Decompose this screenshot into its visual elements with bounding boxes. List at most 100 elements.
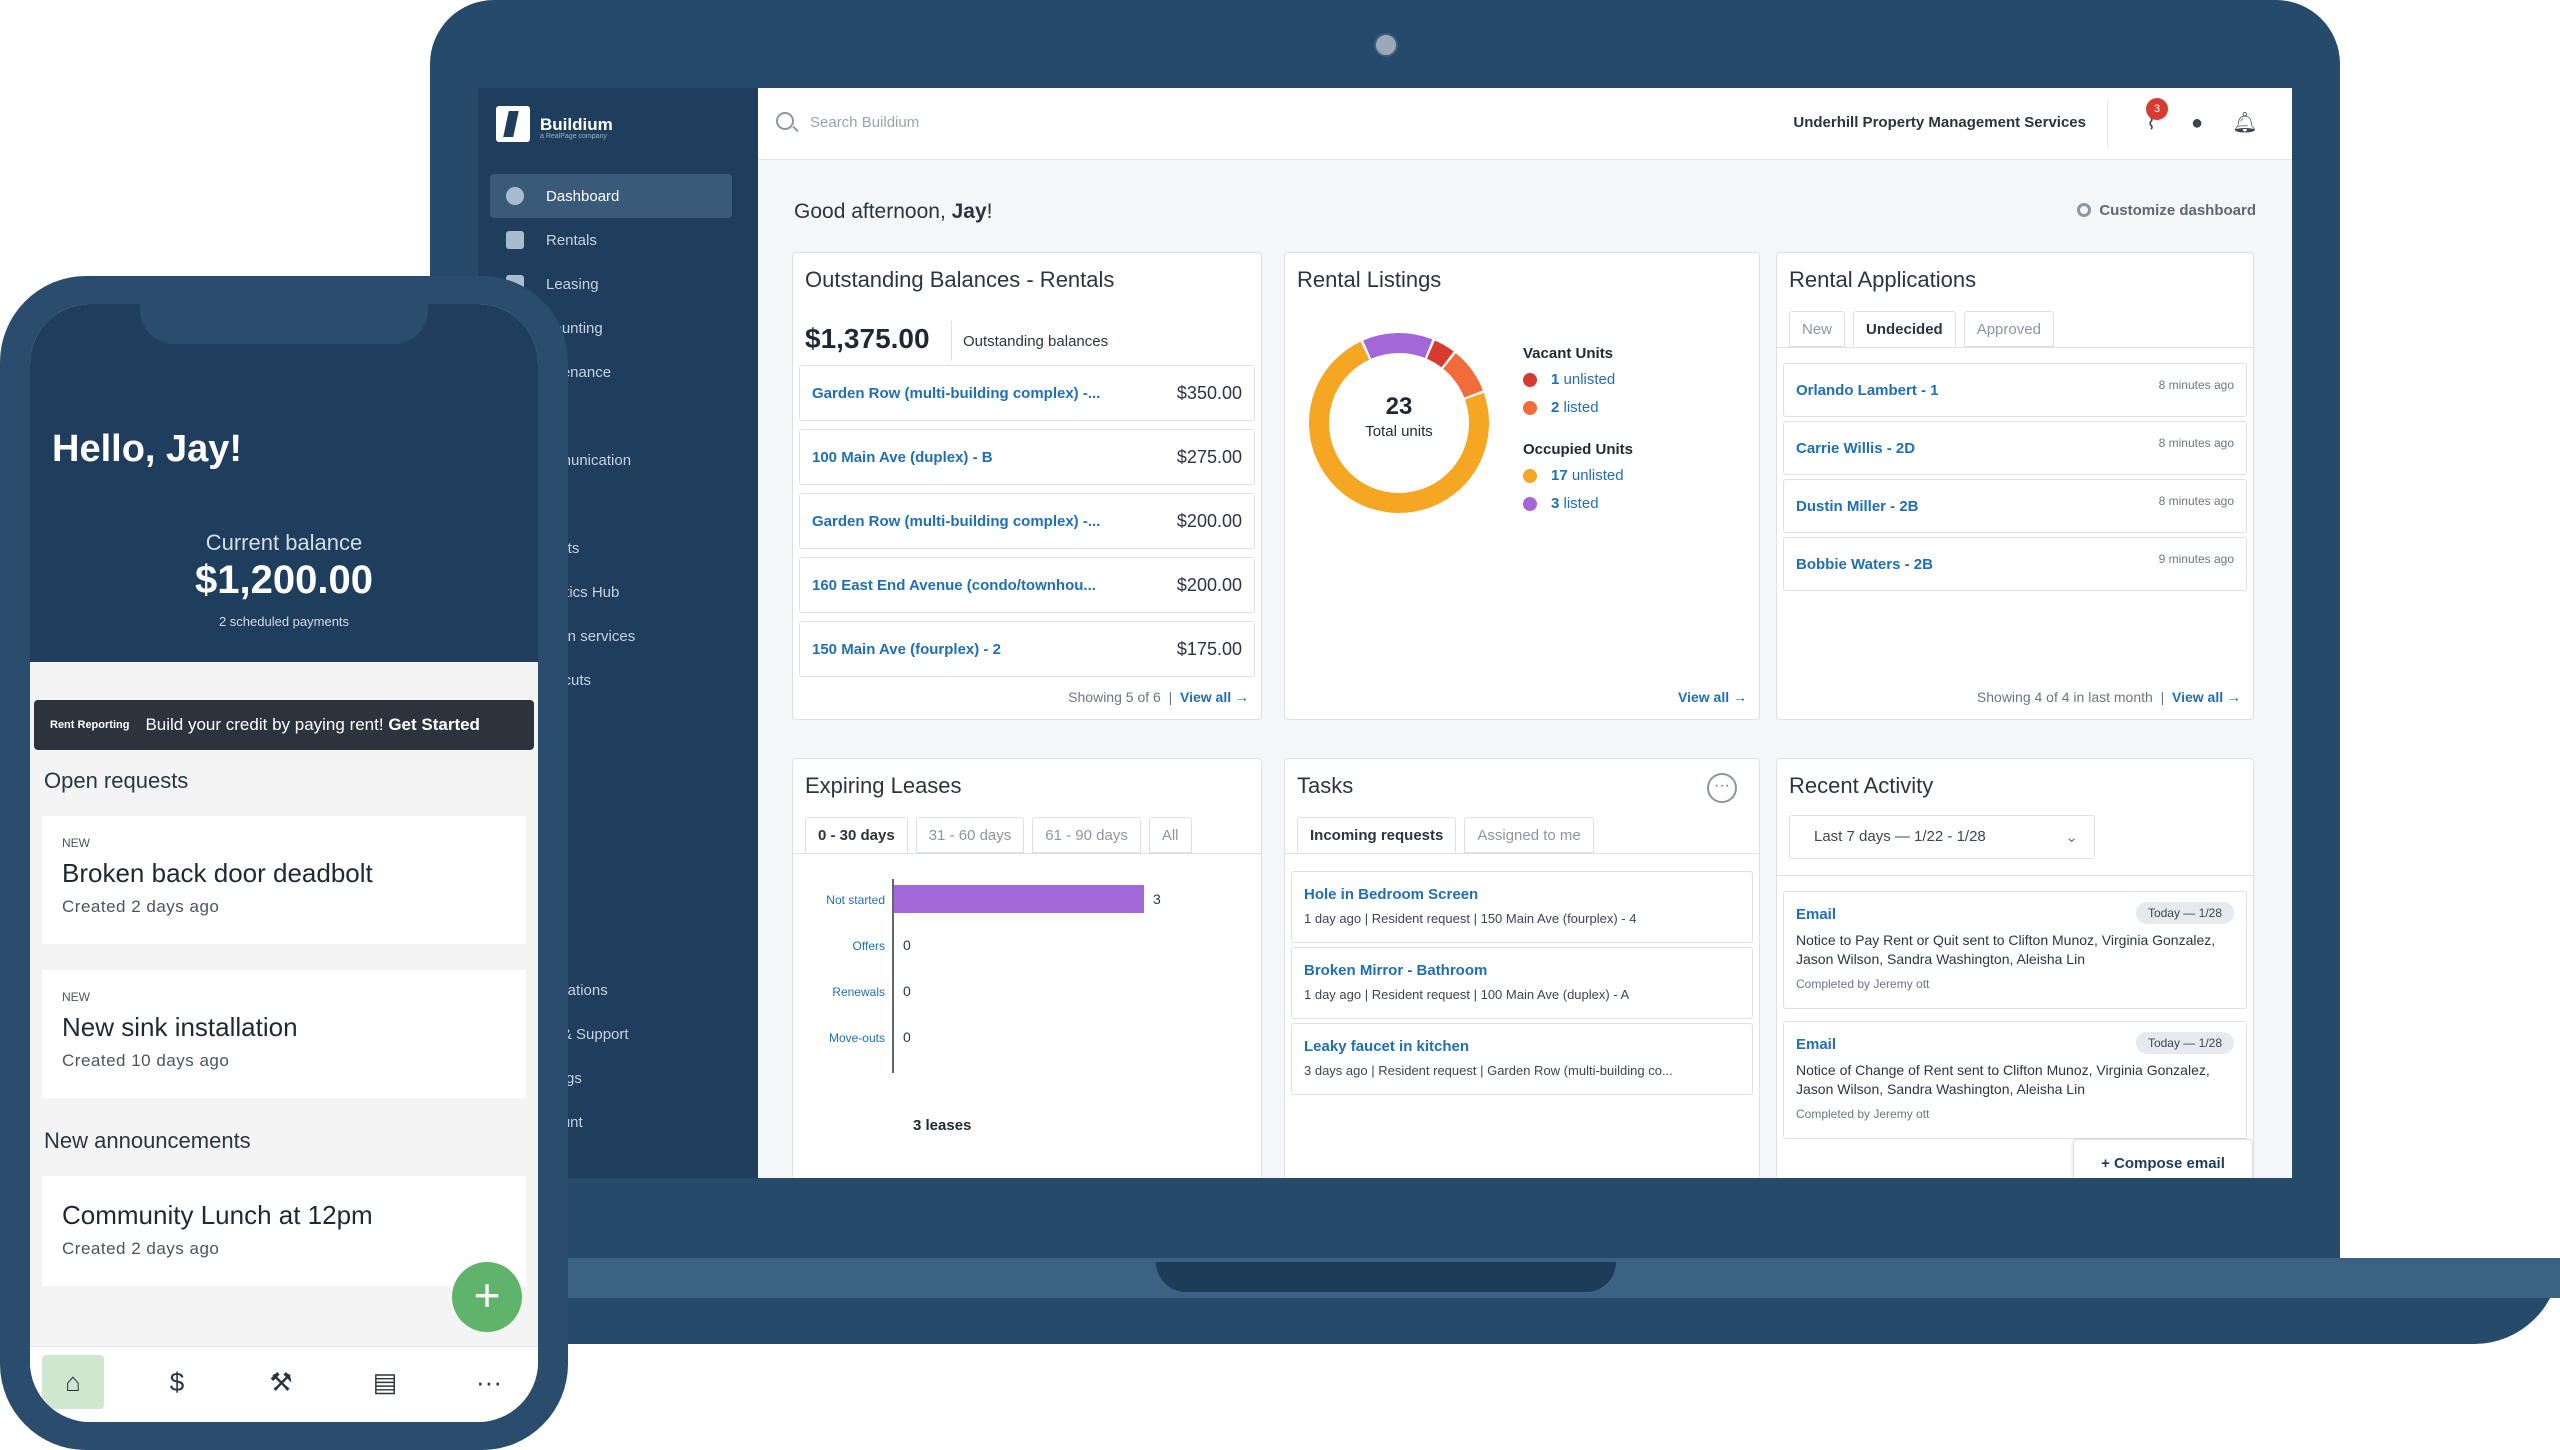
- open-requests-heading: Open requests: [44, 768, 189, 793]
- tab-61-90-days[interactable]: 61 - 90 days: [1032, 817, 1141, 853]
- banner-text: Build your credit by paying rent! Get St…: [145, 715, 480, 735]
- search-input[interactable]: [810, 108, 1210, 136]
- donut-segment[interactable]: [1426, 340, 1454, 368]
- balance-row[interactable]: Garden Row (multi-building complex) -...…: [799, 365, 1255, 421]
- divider: [1777, 875, 2253, 876]
- balance-amount: $275.00: [1176, 446, 1242, 467]
- tab-0-30-days[interactable]: 0 - 30 days: [805, 817, 908, 853]
- chat-icon[interactable]: ●: [2190, 112, 2204, 134]
- applied-time: 8 minutes ago: [2158, 494, 2234, 508]
- task-row[interactable]: Hole in Bedroom Screen 1 day ago | Reside…: [1291, 871, 1753, 943]
- card-footer: Showing 4 of 4 in last month | View all …: [1976, 689, 2241, 705]
- legend-item[interactable]: 2 listed: [1523, 399, 1599, 416]
- tab-new[interactable]: New: [1789, 311, 1846, 347]
- current-balance: $1,200.00: [195, 558, 373, 602]
- get-started-link[interactable]: Get Started: [388, 715, 480, 734]
- tasks-tabs: Incoming requests Assigned to me: [1297, 817, 1602, 853]
- activity-row[interactable]: Email Today — 1/28 Notice to Pay Rent or Q…: [1783, 891, 2247, 1009]
- gear-icon: [2077, 203, 2092, 217]
- balance-amount: $350.00: [1176, 382, 1242, 403]
- application-row[interactable]: Bobbie Waters - 2B 9 minutes ago: [1783, 537, 2247, 591]
- wrench-icon[interactable]: ⚒: [269, 1366, 293, 1397]
- task-row[interactable]: Leaky faucet in kitchen 3 days ago | Resi…: [1291, 1023, 1753, 1095]
- request-title: Broken back door deadbolt: [62, 858, 373, 888]
- applications-card: Rental Applications New Undecided Approv…: [1776, 252, 2254, 720]
- balance-row[interactable]: 100 Main Ave (duplex) - B $275.00: [799, 429, 1255, 485]
- task-row[interactable]: Broken Mirror - Bathroom 1 day ago | Resi…: [1291, 947, 1753, 1019]
- home-icon[interactable]: ⌂: [42, 1355, 104, 1409]
- announcement-card[interactable]: Community Lunch at 12pm Created 2 days a…: [42, 1176, 526, 1286]
- greeting: Good afternoon, Jay!: [794, 200, 993, 224]
- header-divider: [2107, 100, 2108, 148]
- balance-row[interactable]: 160 East End Avenue (condo/townhou... $20…: [799, 557, 1255, 613]
- balance-property: 160 East End Avenue (condo/townhou...: [812, 576, 1096, 594]
- customize-dashboard-button[interactable]: Customize dashboard: [2077, 202, 2256, 219]
- task-detail: 1 day ago | Resident request | 150 Main …: [1304, 911, 1637, 926]
- tab-divider: [793, 853, 1261, 854]
- applied-time: 8 minutes ago: [2158, 378, 2234, 392]
- request-card[interactable]: NEW New sink installation Created 10 day…: [42, 970, 526, 1098]
- view-all-link[interactable]: View all →: [2172, 689, 2241, 705]
- balance-row[interactable]: 150 Main Ave (fourplex) - 2 $175.00: [799, 621, 1255, 677]
- legend-item[interactable]: 3 listed: [1523, 495, 1599, 512]
- org-name[interactable]: Underhill Property Management Services: [1793, 114, 2086, 131]
- donut-segment[interactable]: [1309, 341, 1489, 513]
- building-icon: [506, 231, 524, 249]
- tab-approved[interactable]: Approved: [1963, 311, 2054, 347]
- bell-icon[interactable]: 🔔︎: [2232, 112, 2258, 134]
- request-card[interactable]: NEW Broken back door deadbolt Created 2 …: [42, 816, 526, 944]
- balance-amount: $175.00: [1176, 638, 1242, 659]
- donut-segment[interactable]: [1363, 333, 1433, 359]
- balances-card: Outstanding Balances - Rentals $1,375.00…: [792, 252, 1262, 720]
- listings-card: Rental Listings 23 Total units Vacant Un…: [1284, 252, 1760, 720]
- activity-text: Notice of Change of Rent sent to Clifton…: [1796, 1062, 2210, 1097]
- vacant-units-title: Vacant Units: [1523, 345, 1614, 362]
- value-label: 0: [903, 1029, 911, 1045]
- dollar-icon[interactable]: $: [169, 1366, 185, 1397]
- activity-row[interactable]: Email Today — 1/28 Notice of Change of Ren…: [1783, 1021, 2247, 1139]
- bar[interactable]: [894, 885, 1144, 913]
- sidebar-item-label: Leasing: [546, 275, 599, 293]
- tab-assigned-to-me[interactable]: Assigned to me: [1464, 817, 1594, 853]
- card-title: Outstanding Balances - Rentals: [805, 267, 1115, 292]
- hello-heading: Hello, Jay!: [52, 428, 243, 470]
- tab-undecided[interactable]: Undecided: [1853, 311, 1956, 347]
- rent-reporting-banner[interactable]: Rent Reporting Build your credit by payi…: [34, 700, 534, 750]
- balance-row[interactable]: Garden Row (multi-building complex) -...…: [799, 493, 1255, 549]
- compose-email-button[interactable]: + Compose email: [2073, 1139, 2253, 1178]
- sidebar-item-addons[interactable]: d-on services: [490, 614, 732, 658]
- lease-tabs: 0 - 30 days 31 - 60 days 61 - 90 days Al…: [805, 817, 1200, 853]
- legend-item[interactable]: 17 unlisted: [1523, 467, 1624, 484]
- view-all-link[interactable]: View all →: [1678, 689, 1747, 705]
- donut-segments: [1309, 333, 1489, 513]
- store-icon[interactable]: ▤: [372, 1366, 398, 1397]
- date-range-value: Last 7 days — 1/22 - 1/28: [1814, 828, 1986, 845]
- activity-icon[interactable]: ⌇: [2146, 112, 2156, 134]
- activity-completed-by: Completed by Jeremy ott: [1796, 1107, 1930, 1121]
- scheduled-payments[interactable]: 2 scheduled payments: [218, 614, 350, 629]
- banner-text-lead: Build your credit: [145, 715, 268, 734]
- legend-label: unlisted: [1571, 467, 1624, 484]
- search-icon: [776, 112, 794, 130]
- more-options-icon[interactable]: ···: [1707, 773, 1737, 803]
- application-row[interactable]: Carrie Willis - 2D 8 minutes ago: [1783, 421, 2247, 475]
- more-icon[interactable]: ···: [476, 1366, 502, 1397]
- application-row[interactable]: Orlando Lambert - 1 8 minutes ago: [1783, 363, 2247, 417]
- tab-all[interactable]: All: [1148, 817, 1192, 853]
- add-button[interactable]: +: [452, 1262, 522, 1332]
- donut-segment[interactable]: [1442, 353, 1483, 398]
- tab-incoming-requests[interactable]: Incoming requests: [1297, 817, 1457, 853]
- legend-label: unlisted: [1563, 371, 1616, 388]
- balance-property: 100 Main Ave (duplex) - B: [812, 448, 993, 466]
- buildium-logo-icon[interactable]: [496, 106, 530, 142]
- view-all-link[interactable]: View all →: [1180, 689, 1249, 705]
- date-range-select[interactable]: Last 7 days — 1/22 - 1/28 ⌄: [1789, 815, 2095, 859]
- sidebar-item-rentals[interactable]: Rentals: [490, 218, 732, 262]
- sidebar-item-dashboard[interactable]: Dashboard: [490, 174, 732, 218]
- application-row[interactable]: Dustin Miller - 2B 8 minutes ago: [1783, 479, 2247, 533]
- tab-31-60-days[interactable]: 31 - 60 days: [915, 817, 1025, 853]
- card-title: Expiring Leases: [805, 773, 962, 798]
- legend-item[interactable]: 1 unlisted: [1523, 371, 1615, 388]
- announcement-title: Community Lunch at 12pm: [62, 1200, 373, 1230]
- task-title: Hole in Bedroom Screen: [1304, 886, 1479, 903]
